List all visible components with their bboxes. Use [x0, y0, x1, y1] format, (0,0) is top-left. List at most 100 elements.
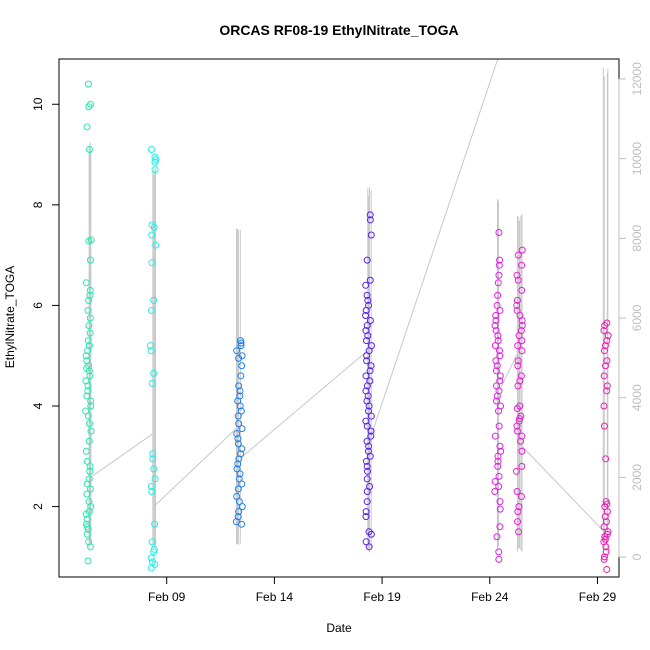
data-point [362, 538, 370, 546]
data-point [496, 498, 504, 506]
data-point [85, 498, 93, 506]
y-tick-label: 2 [31, 503, 45, 510]
data-point [518, 347, 526, 355]
data-point [151, 158, 159, 166]
data-point [236, 402, 244, 410]
data-point [234, 412, 242, 420]
data-point [148, 538, 156, 546]
data-point [147, 554, 155, 562]
data-point [600, 327, 608, 335]
data-point [493, 362, 501, 370]
data-point [496, 442, 504, 450]
y2-tick-label: 8000 [630, 225, 644, 252]
data-point [600, 402, 608, 410]
x-tick-label: Feb 09 [148, 590, 186, 604]
y-axis-label: EthylNitrate_TOGA [3, 266, 17, 368]
data-point [235, 382, 243, 390]
data-point [150, 223, 158, 231]
data-point [86, 329, 94, 337]
data-point [495, 472, 503, 480]
data-point [362, 372, 370, 380]
data-point [362, 513, 370, 521]
data-point [84, 347, 92, 355]
data-point [86, 467, 94, 475]
plot-frame [58, 58, 620, 578]
data-point [84, 387, 92, 395]
data-point [513, 306, 521, 314]
data-point [147, 306, 155, 314]
data-point [363, 322, 371, 330]
data-point [363, 498, 371, 506]
data-point [85, 146, 93, 154]
data-point [366, 216, 374, 224]
x-tick-label: Feb 14 [256, 590, 294, 604]
data-point [238, 503, 246, 511]
data-point [493, 392, 501, 400]
data-point [516, 415, 524, 423]
data-point [149, 455, 157, 463]
data-point [363, 256, 371, 264]
data-point [237, 339, 245, 347]
data-point [234, 460, 242, 468]
data-point [518, 322, 526, 330]
data-point [494, 462, 502, 470]
data-point [602, 543, 610, 551]
data-point [362, 417, 370, 425]
data-point [603, 382, 611, 390]
data-point [600, 372, 608, 380]
data-point [235, 498, 243, 506]
data-point [87, 427, 95, 435]
data-point [86, 314, 94, 322]
altitude-transit [520, 445, 606, 534]
data-point [602, 455, 610, 463]
data-point [86, 543, 94, 551]
data-point [233, 430, 241, 438]
data-point [493, 397, 501, 405]
data-point [150, 369, 158, 377]
data-point [517, 437, 525, 445]
data-point [513, 427, 521, 435]
data-point [233, 465, 241, 473]
data-point [363, 462, 371, 470]
data-point [514, 518, 522, 526]
data-point [494, 279, 502, 287]
data-point [367, 231, 375, 239]
altitude-transit [154, 425, 240, 506]
data-point [363, 488, 371, 496]
data-point [234, 485, 242, 493]
data-point [495, 261, 503, 269]
data-point [518, 447, 526, 455]
y-tick-label: 6 [31, 302, 45, 309]
chart-title: ORCAS RF08-19 EthylNitrate_TOGA [219, 22, 458, 38]
data-point [235, 508, 243, 516]
data-point [513, 405, 521, 413]
data-point [87, 503, 95, 511]
data-point [518, 246, 526, 254]
data-point [496, 256, 504, 264]
data-point [365, 543, 373, 551]
y-tick-label: 8 [31, 201, 45, 208]
data-point [87, 397, 95, 405]
data-point [363, 475, 371, 483]
data-point [513, 488, 521, 496]
data-point [238, 425, 246, 433]
data-point [491, 342, 499, 350]
data-point [366, 317, 374, 325]
data-point [86, 291, 94, 299]
data-point [85, 296, 93, 304]
data-point [496, 306, 504, 314]
data-point [364, 332, 372, 340]
data-point [366, 367, 374, 375]
data-point [237, 342, 245, 350]
data-point [362, 306, 370, 314]
y-tick-label: 10 [31, 97, 45, 111]
data-point [150, 465, 158, 473]
data-point [86, 256, 94, 264]
data-point [82, 447, 90, 455]
data-point [234, 435, 242, 443]
data-point [491, 477, 499, 485]
x-axis-label: Date [326, 621, 352, 635]
data-point [152, 241, 160, 249]
data-point [514, 508, 522, 516]
